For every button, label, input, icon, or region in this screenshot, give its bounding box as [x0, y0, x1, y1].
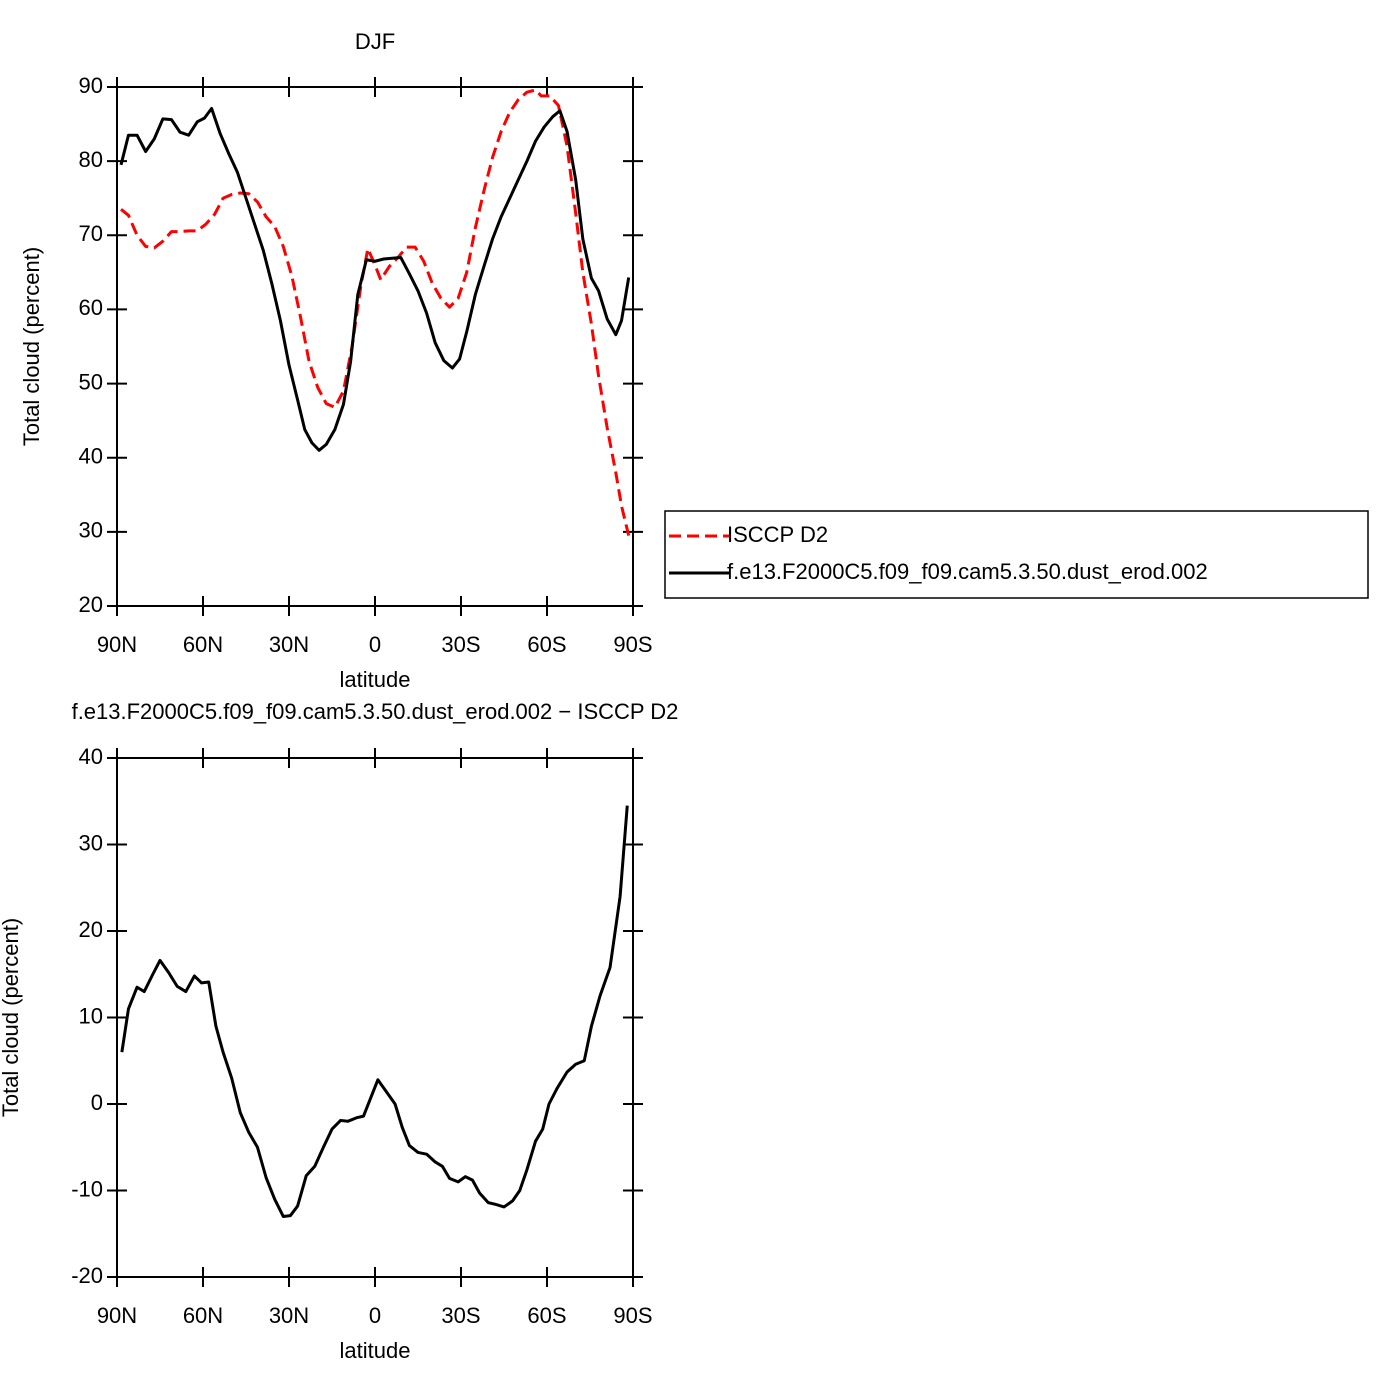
x-axis-label: latitude — [340, 667, 411, 692]
data-line — [119, 107, 631, 452]
y-tick-label: 40 — [79, 444, 103, 469]
x-tick-label: 90N — [97, 632, 137, 657]
y-tick-label: 60 — [79, 295, 103, 320]
x-tick-label: 30S — [441, 632, 480, 657]
legend-label: f.e13.F2000C5.f09_f09.cam5.3.50.dust_ero… — [727, 559, 1208, 584]
data-line — [120, 805, 629, 1218]
x-tick-label: 30S — [441, 1303, 480, 1328]
y-tick-label: 70 — [79, 221, 103, 246]
y-tick-label: 30 — [79, 830, 103, 855]
y-tick-label: 10 — [79, 1003, 103, 1028]
x-tick-label: 60N — [183, 632, 223, 657]
x-tick-label: 90S — [613, 632, 652, 657]
legend-box — [664, 510, 1369, 599]
y-tick-label: 0 — [91, 1090, 103, 1115]
x-tick-label: 90S — [613, 1303, 652, 1328]
y-tick-label: 30 — [79, 518, 103, 543]
legend-label: ISCCP D2 — [727, 522, 828, 547]
x-axis-label: latitude — [340, 1338, 411, 1363]
x-tick-label: 90N — [97, 1303, 137, 1328]
chart-title: f.e13.F2000C5.f09_f09.cam5.3.50.dust_ero… — [72, 699, 679, 724]
x-tick-label: 60N — [183, 1303, 223, 1328]
y-axis-label: Total cloud (percent) — [19, 247, 44, 446]
x-tick-label: 0 — [369, 632, 381, 657]
y-tick-label: 80 — [79, 147, 103, 172]
y-tick-label: 40 — [79, 744, 103, 769]
plot-frame — [116, 86, 634, 607]
x-tick-label: 30N — [269, 1303, 309, 1328]
plot-frame — [116, 757, 634, 1278]
y-tick-label: 90 — [79, 73, 103, 98]
x-tick-label: 60S — [527, 632, 566, 657]
y-axis-label: Total cloud (percent) — [0, 918, 23, 1117]
data-line — [120, 88, 631, 536]
y-tick-label: -10 — [71, 1176, 103, 1201]
y-tick-label: 20 — [79, 917, 103, 942]
y-tick-label: 20 — [79, 592, 103, 617]
x-tick-label: 60S — [527, 1303, 566, 1328]
x-tick-label: 30N — [269, 632, 309, 657]
chart-title: DJF — [355, 29, 395, 54]
x-tick-label: 0 — [369, 1303, 381, 1328]
y-tick-label: 50 — [79, 369, 103, 394]
y-tick-label: -20 — [71, 1263, 103, 1288]
